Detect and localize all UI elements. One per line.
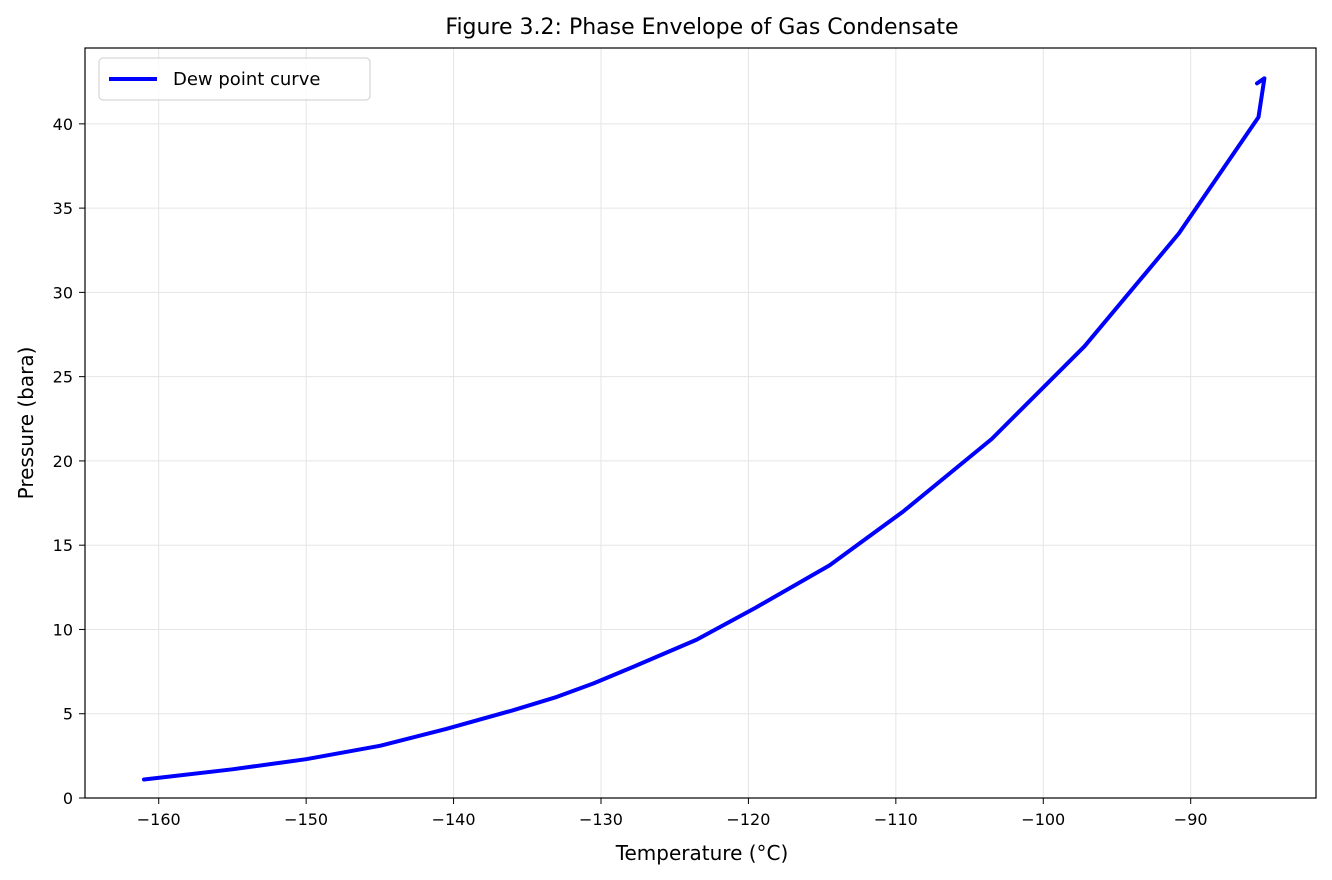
x-tick-label: −110 [874,810,918,829]
y-tick-label: 35 [53,199,73,218]
legend-box [98,57,371,101]
x-tick-label: −130 [579,810,623,829]
y-tick-label: 15 [53,536,73,555]
y-tick-label: 0 [63,789,73,808]
y-tick-label: 10 [53,620,73,639]
x-tick-label: −100 [1021,810,1065,829]
y-tick-label: 25 [53,368,73,387]
plot-frame [84,47,1317,799]
series-line-dew-point-curve [142,76,1267,782]
y-tick-label: 5 [63,705,73,724]
series-layer [142,76,1267,782]
x-axis-label: Temperature (°C) [615,841,789,865]
y-axis: 0 5 10 15 20 25 30 35 40 [53,115,85,808]
x-tick-label: −120 [726,810,770,829]
x-tick-label: −150 [284,810,328,829]
y-tick-label: 30 [53,283,73,302]
chart-title: Figure 3.2: Phase Envelope of Gas Conden… [445,15,958,40]
y-tick-label: 40 [53,115,73,134]
x-tick-label: −140 [432,810,476,829]
y-tick-label: 20 [53,452,73,471]
x-tick-label: −90 [1174,810,1208,829]
legend: Dew point curve [98,57,371,101]
y-axis-label: Pressure (bara) [14,347,38,500]
chart-grid [85,48,1316,799]
x-tick-label: −160 [137,810,181,829]
x-axis: −160 −150 −140 −130 −120 −110 −100 −90 [137,798,1208,829]
legend-label-dew-point-curve: Dew point curve [173,69,320,90]
